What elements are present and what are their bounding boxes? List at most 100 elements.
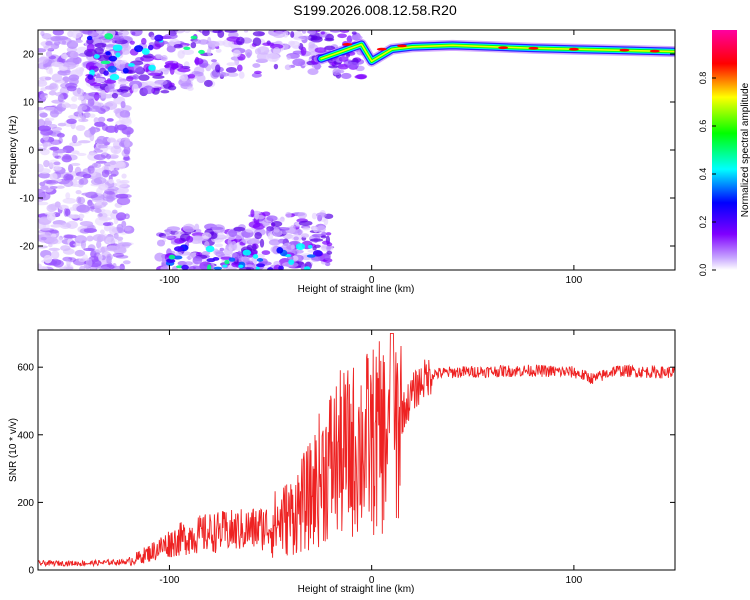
noise-blob	[201, 232, 212, 240]
noise-blob	[63, 208, 69, 217]
colorbar-label: Normalized spectral amplitude	[740, 82, 750, 217]
noise-blob	[273, 228, 280, 233]
noise-blob	[164, 33, 178, 40]
noise-blob	[194, 228, 202, 233]
noise-blob	[332, 68, 341, 76]
noise-blob	[329, 30, 342, 33]
noise-blob	[39, 226, 51, 231]
noise-blob	[124, 139, 131, 148]
noise-hotspot	[122, 67, 129, 74]
noise-blob	[40, 236, 47, 241]
noise-blob	[112, 252, 125, 258]
noise-blob	[66, 118, 77, 125]
signal-peak	[342, 43, 353, 46]
noise-blob	[138, 74, 150, 81]
noise-blob	[216, 233, 225, 239]
noise-blob	[259, 238, 265, 248]
noise-blob	[49, 83, 58, 90]
noise-blob	[186, 235, 194, 243]
spectrogram-xtick-label: -100	[159, 275, 179, 286]
noise-blob	[95, 30, 103, 34]
noise-blob	[324, 45, 336, 51]
noise-blob	[262, 42, 275, 46]
noise-blob	[83, 247, 95, 252]
noise-hotspot	[104, 33, 114, 40]
colorbar-tick-label: 0.2	[698, 216, 708, 229]
snr-xtick-label: -100	[159, 575, 179, 586]
noise-hotspot	[238, 264, 244, 269]
noise-blob	[285, 211, 292, 218]
noise-blob	[116, 124, 128, 131]
noise-blob	[323, 217, 329, 226]
noise-blob	[40, 87, 47, 92]
noise-hotspot	[205, 245, 215, 253]
noise-blob	[194, 57, 204, 65]
noise-blob	[75, 39, 83, 44]
noise-blob	[325, 232, 332, 236]
noise-blob	[38, 266, 49, 270]
noise-blob	[120, 118, 132, 126]
figure-title: S199.2026.008.12.58.R20	[293, 2, 457, 18]
noise-blob	[38, 192, 45, 199]
noise-blob	[283, 43, 289, 50]
noise-blob	[77, 112, 83, 122]
spectrogram-ytick-label: -10	[20, 194, 35, 205]
noise-blob	[237, 257, 250, 263]
noise-blob	[105, 236, 118, 245]
signal-peak	[376, 47, 387, 51]
signal-peak	[619, 48, 630, 52]
noise-blob	[49, 229, 59, 234]
noise-blob	[246, 267, 254, 270]
colorbar-tick-label: 0.8	[698, 72, 708, 85]
noise-blob	[101, 201, 108, 206]
noise-blob	[187, 73, 196, 79]
noise-blob	[246, 52, 251, 59]
noise-blob	[254, 70, 262, 74]
noise-blob	[49, 185, 58, 190]
noise-blob	[51, 73, 63, 82]
noise-blob	[217, 72, 230, 77]
noise-hotspot	[278, 265, 284, 270]
noise-blob	[193, 71, 204, 77]
noise-blob	[208, 24, 212, 30]
noise-blob	[286, 55, 291, 60]
colorbar-tick-label: 0.4	[698, 168, 708, 181]
noise-blob	[217, 30, 225, 38]
snr-xlabel: Height of straight line (km)	[298, 584, 415, 595]
noise-blob	[99, 266, 111, 270]
noise-blob	[230, 240, 237, 250]
spectrogram-ytick-label: 10	[23, 98, 35, 109]
noise-hotspot	[141, 48, 150, 55]
noise-hotspot	[266, 267, 274, 270]
noise-blob	[242, 238, 255, 245]
noise-blob	[228, 229, 238, 237]
noise-blob	[224, 30, 238, 33]
noise-blob	[69, 214, 80, 219]
noise-blob	[292, 58, 306, 67]
noise-blob	[38, 143, 43, 147]
noise-blob	[97, 54, 110, 62]
noise-hotspot	[93, 54, 100, 59]
noise-blob	[97, 116, 106, 123]
noise-blob	[43, 44, 55, 51]
noise-hotspot	[112, 44, 123, 52]
noise-blob	[301, 30, 307, 34]
noise-hotspot	[224, 259, 230, 265]
noise-blob	[48, 90, 57, 96]
noise-blob	[38, 168, 51, 174]
noise-blob	[297, 212, 308, 219]
noise-blob	[252, 31, 265, 37]
noise-hotspot	[288, 259, 295, 265]
noise-blob	[252, 63, 261, 68]
noise-blob	[212, 224, 225, 233]
noise-blob	[43, 254, 53, 264]
noise-hotspot	[252, 254, 259, 259]
noise-blob	[38, 110, 45, 114]
noise-blob	[117, 30, 130, 37]
noise-blob	[66, 258, 71, 267]
snr-panel: -100 0 100 0 200 400 600 Height of straight li…	[8, 329, 676, 595]
noise-blob	[269, 44, 284, 50]
noise-blob	[59, 266, 74, 270]
noise-blob	[61, 155, 73, 163]
noise-blob	[262, 211, 271, 217]
